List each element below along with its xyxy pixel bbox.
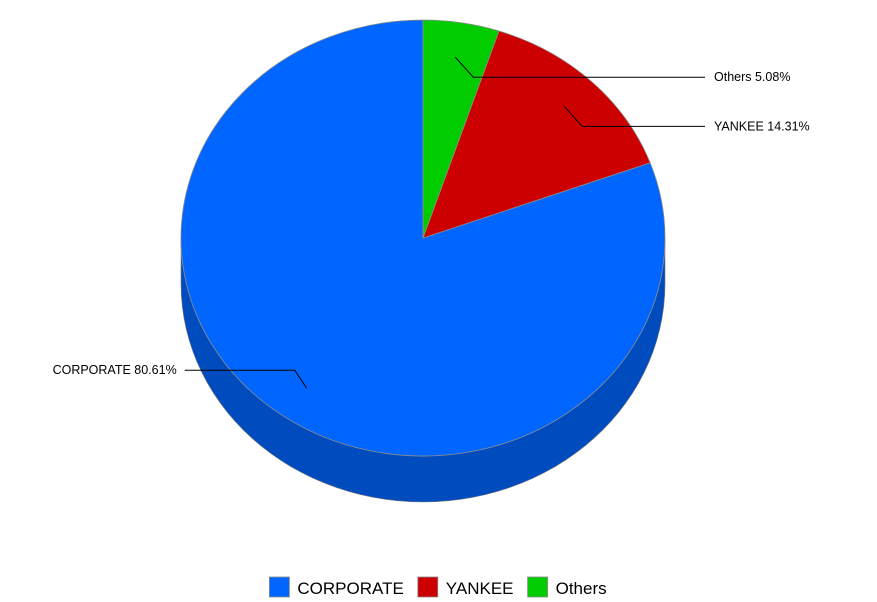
label-leader-lines: [184, 56, 705, 389]
leader-line-corporate: [184, 369, 308, 389]
legend-label-corporate: CORPORATE: [297, 579, 403, 598]
legend-label-others: Others: [556, 579, 607, 598]
leader-line-others: [454, 56, 705, 78]
slice-label-yankee: YANKEE 14.31%: [714, 119, 810, 133]
legend-swatch-yankee: [417, 576, 439, 598]
pie-slice-others: [422, 19, 500, 239]
slice-label-corporate: CORPORATE 80.61%: [53, 363, 177, 377]
legend-swatch-others: [527, 576, 548, 598]
legend-label-yankee: YANKEE: [446, 579, 514, 598]
legend: CORPORATE YANKEE Others: [268, 576, 607, 598]
slice-label-others: Others 5.08%: [714, 70, 790, 84]
pie-slices: [180, 19, 666, 457]
pie-slice-yankee: [422, 30, 651, 239]
slice-labels: CORPORATE 80.61% YANKEE 14.31% Others 5.08…: [53, 70, 810, 377]
legend-swatch-corporate: [268, 576, 290, 598]
leader-line-yankee: [563, 106, 705, 127]
